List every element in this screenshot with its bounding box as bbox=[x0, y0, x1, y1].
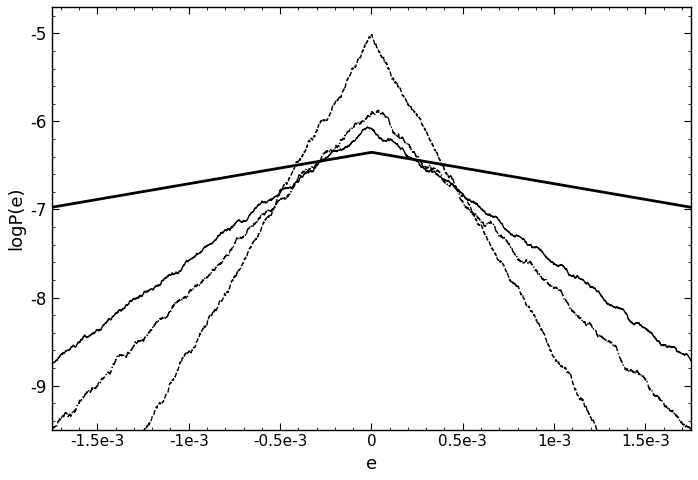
X-axis label: e: e bbox=[366, 455, 377, 473]
Y-axis label: logP(e): logP(e) bbox=[7, 187, 25, 250]
